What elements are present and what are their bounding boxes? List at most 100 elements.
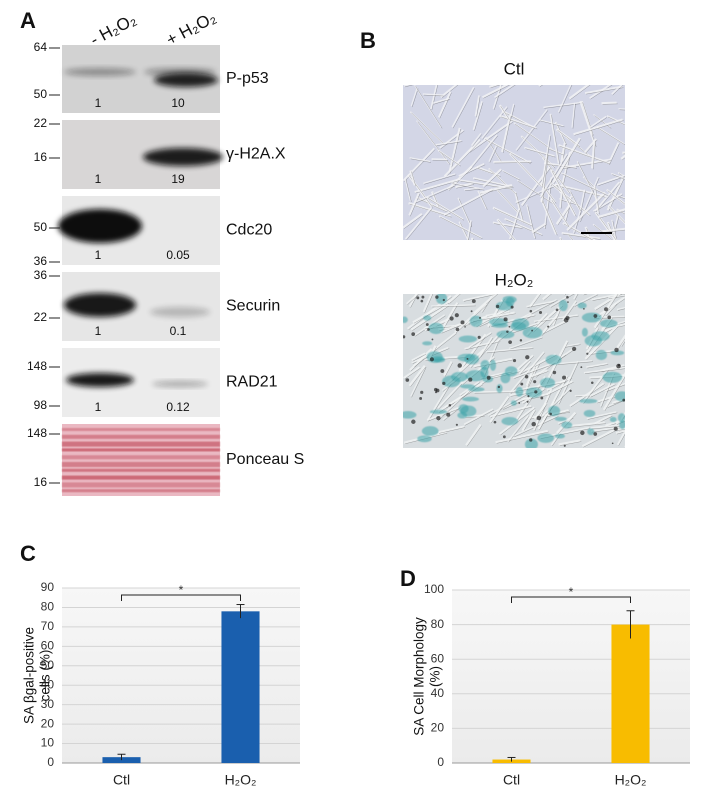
cell-texture: [510, 209, 521, 240]
cell-texture: [443, 188, 493, 216]
cell-texture: [437, 425, 465, 434]
cell-texture: [443, 138, 481, 178]
cell-texture: [530, 371, 549, 379]
cell-texture: [527, 302, 555, 308]
cell-texture: [415, 179, 461, 194]
cell-texture: [468, 120, 513, 153]
cell-texture: [626, 421, 645, 448]
cell-texture: [612, 174, 625, 180]
debris: [508, 325, 511, 328]
cell-texture: [539, 85, 543, 88]
ponceau-band: [62, 468, 220, 472]
cell-texture: [404, 367, 421, 380]
cell-texture: [607, 399, 625, 408]
stain: [511, 318, 530, 330]
cell-texture: [613, 399, 625, 405]
cell-texture: [542, 200, 558, 236]
cell-texture: [542, 135, 552, 188]
debris: [614, 347, 619, 353]
significance-label: *: [179, 583, 184, 597]
cell-texture: [462, 294, 495, 302]
cell-texture: [518, 360, 531, 375]
debris: [604, 307, 608, 312]
debris: [486, 375, 491, 380]
y-tick-label: 20: [431, 721, 445, 735]
column-header: - H₂O₂: [87, 10, 139, 50]
debris: [455, 327, 460, 332]
debris: [446, 412, 451, 417]
cell-texture: [508, 336, 542, 349]
cell-texture: [440, 130, 465, 150]
cell-texture: [479, 183, 513, 195]
band: [64, 68, 136, 76]
image-caption: Ctl: [504, 59, 525, 78]
cell-texture: [441, 324, 462, 334]
cell-texture: [448, 127, 461, 173]
cell-texture: [581, 368, 609, 404]
cell-texture: [551, 170, 577, 217]
cell-texture: [606, 177, 624, 211]
plot-area: [62, 588, 300, 763]
cell-texture: [403, 214, 424, 229]
cell-texture: [524, 146, 555, 158]
quantification: 1: [95, 172, 102, 186]
cell-texture: [612, 220, 618, 240]
cell-texture: [516, 354, 534, 371]
cell-texture: [480, 337, 494, 358]
y-tick-label: 40: [41, 677, 55, 691]
cell-texture: [443, 407, 461, 421]
cell-texture: [488, 145, 497, 162]
cell-texture: [611, 85, 623, 95]
stain: [524, 438, 538, 448]
cell-texture: [492, 206, 532, 227]
debris: [449, 316, 454, 321]
cell-texture: [513, 324, 538, 334]
bar: [611, 624, 650, 763]
cell-texture: [423, 173, 456, 184]
debris: [563, 444, 566, 447]
cell-texture: [557, 85, 572, 113]
cell-texture: [615, 323, 625, 328]
cell-texture: [423, 94, 444, 97]
cell-texture: [540, 198, 558, 235]
cell-texture: [441, 302, 459, 329]
cell-texture: [523, 410, 536, 432]
cell-texture: [563, 294, 566, 295]
cell-texture: [404, 85, 414, 88]
debris: [571, 346, 577, 351]
cell-texture: [534, 315, 579, 323]
cell-texture: [615, 429, 625, 435]
blot-label: Securin: [226, 298, 280, 315]
cell-texture: [474, 392, 523, 394]
debris: [442, 381, 446, 386]
cell-texture: [489, 405, 532, 418]
cell-texture: [493, 160, 532, 164]
cell-texture: [602, 227, 625, 233]
cell-texture: [416, 185, 456, 204]
y-tick-label: 0: [47, 755, 54, 769]
cell-texture: [490, 85, 501, 89]
cell-texture: [532, 224, 547, 234]
cell-texture: [422, 93, 443, 96]
debris: [448, 403, 452, 407]
cell-texture: [424, 294, 434, 313]
stain: [561, 421, 573, 429]
cell-texture: [501, 116, 538, 130]
debris: [534, 390, 538, 394]
stain: [422, 341, 433, 346]
stain: [421, 426, 439, 436]
cell-texture: [570, 191, 582, 212]
cell-texture: [590, 117, 608, 129]
cell-texture: [411, 352, 426, 362]
cell-texture: [558, 144, 610, 165]
cell-texture: [590, 424, 619, 429]
cell-texture: [454, 302, 487, 333]
stain: [403, 411, 417, 419]
cell-texture: [463, 408, 494, 426]
stain: [591, 331, 610, 342]
cell-texture: [580, 190, 586, 215]
cell-texture: [616, 208, 625, 215]
y-tick-label: 100: [424, 582, 444, 596]
cell-texture: [594, 181, 620, 212]
cell-texture: [555, 203, 571, 225]
